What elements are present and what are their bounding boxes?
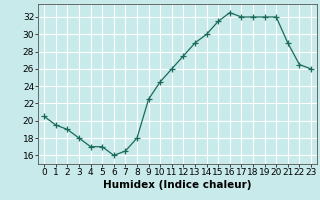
X-axis label: Humidex (Indice chaleur): Humidex (Indice chaleur) xyxy=(103,180,252,190)
